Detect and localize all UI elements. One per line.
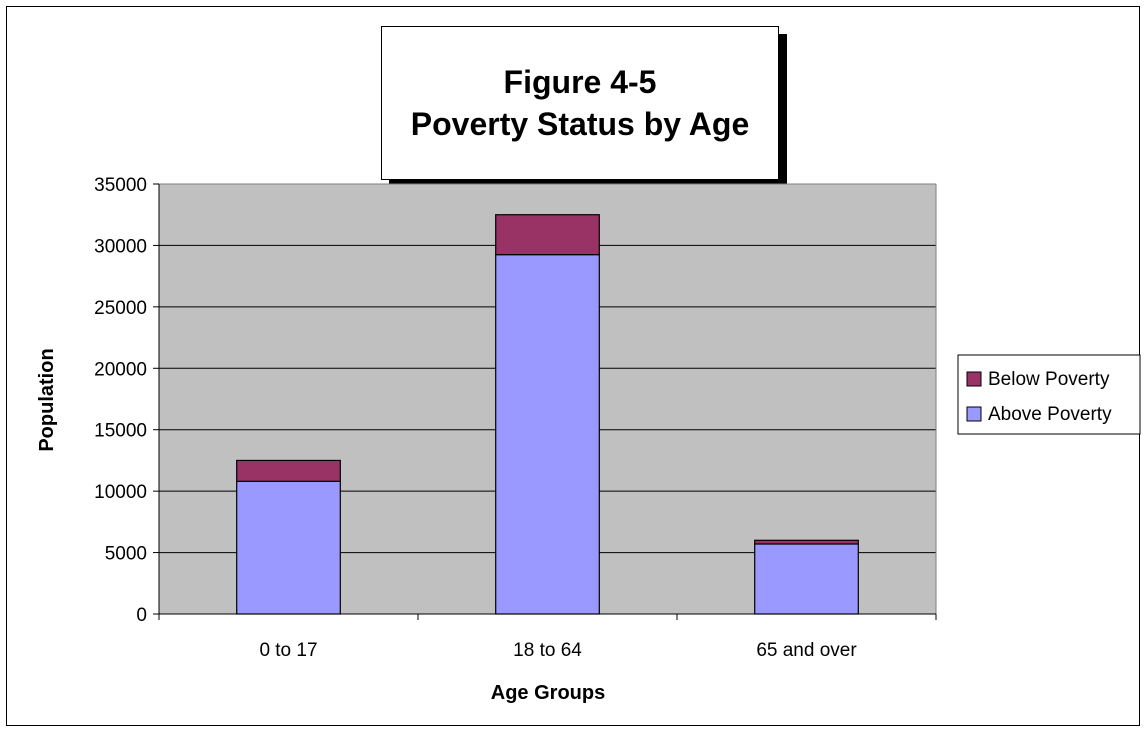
- chart-title-line-1: Figure 4-5: [503, 64, 657, 100]
- bar-below-poverty: [495, 214, 600, 256]
- legend-swatch: [966, 406, 982, 422]
- axes: [153, 183, 937, 620]
- y-tick-label: 5000: [105, 544, 147, 565]
- legend-box: [957, 354, 1141, 435]
- chart-title-box: Figure 4-5 Poverty Status by Age: [381, 26, 779, 180]
- legend: Below Poverty Above Poverty: [957, 354, 1141, 435]
- bar-below-poverty: [236, 459, 341, 482]
- bar-above-poverty: [754, 543, 859, 615]
- chart-title-line-2: Poverty Status by Age: [410, 106, 750, 142]
- bar-below-poverty: [754, 539, 859, 545]
- y-tick-label: 15000: [94, 421, 147, 442]
- y-tick-label: 0: [136, 605, 147, 626]
- legend-label: Above Poverty: [988, 404, 1112, 425]
- y-tick-label: 35000: [94, 175, 147, 196]
- y-tick-label: 25000: [94, 298, 147, 319]
- x-tick-label: 18 to 64: [513, 640, 582, 661]
- x-tick-label: 65 and over: [756, 640, 857, 661]
- bar-above-poverty: [495, 254, 600, 615]
- x-axis-label: Age Groups: [491, 682, 605, 704]
- y-tick-label: 10000: [94, 482, 147, 503]
- bar-above-poverty: [236, 480, 341, 615]
- x-tick-labels: 0 to 17 18 to 64 65 and over: [259, 640, 857, 661]
- y-tick-labels: 0 5000 10000 15000 20000 25000 30000 35000: [94, 175, 147, 626]
- legend-swatch: [966, 371, 982, 387]
- y-axis-label: Population: [36, 348, 58, 451]
- legend-label: Below Poverty: [988, 369, 1110, 390]
- y-tick-label: 30000: [94, 236, 147, 257]
- bars: [236, 214, 859, 615]
- x-tick-label: 0 to 17: [259, 640, 317, 661]
- y-tick-label: 20000: [94, 359, 147, 380]
